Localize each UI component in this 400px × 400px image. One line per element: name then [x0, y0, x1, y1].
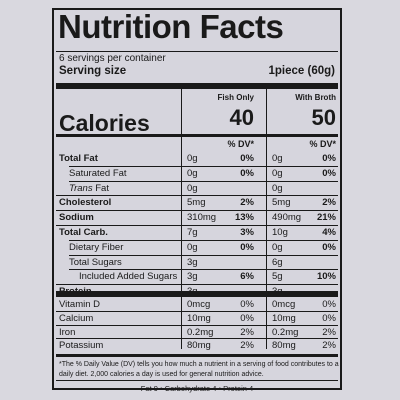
nutrient-row-name: Total Carb.: [59, 227, 108, 238]
vitamin-row-broth-dv: 2%: [322, 326, 336, 338]
nutrient-row-broth-dv: 21%: [316, 212, 336, 224]
nutrient-row-fish-dv: 2%: [240, 197, 254, 209]
nutrient-row-rule: [69, 239, 338, 241]
nutrient-row-broth-dv: 2%: [322, 197, 336, 209]
nutrient-row-broth-amount: 0g: [272, 153, 283, 164]
vitamin-row-rule: [56, 324, 338, 326]
nutrient-row-fish-dv: 0%: [240, 153, 254, 164]
serving-size-value: 1piece (60g): [268, 65, 335, 77]
nutrient-row-name: Trans Fat: [69, 182, 109, 194]
nutrient-row-rule: [56, 225, 338, 226]
nutrition-facts-label: Nutrition Facts 6 servings per container…: [52, 8, 342, 393]
nutrient-row-broth-dv: 0%: [322, 153, 336, 164]
calories-label: Calories: [59, 110, 150, 136]
vitamin-row-fish-amount: 80mg: [187, 340, 211, 352]
vitamin-row-fish-amount: 0mcg: [187, 299, 211, 310]
nutrient-row-fish-dv: 0%: [240, 167, 254, 179]
vitamin-row-name: Iron: [59, 326, 76, 338]
nutrient-row-name: Total Sugars: [69, 256, 122, 268]
nutrient-row-broth-dv: 0%: [322, 167, 336, 179]
nutrient-row-rule: [56, 195, 338, 197]
nutrient-row-broth-dv: 4%: [322, 227, 336, 238]
calories-fish-only: 40: [229, 105, 254, 130]
nutrient-row-broth-dv: 10%: [316, 271, 336, 283]
nutrient-row-broth-amount: 490mg: [272, 212, 302, 224]
vitamin-row-fish-dv: 2%: [240, 326, 254, 338]
vitamin-row-name: Calcium: [59, 312, 94, 324]
column-header-with-broth: With Broth: [295, 93, 336, 102]
dv-header-with-broth: % DV*: [309, 139, 336, 149]
column-header-fish-only: Fish Only: [217, 93, 254, 102]
vitamin-row-name: Potassium: [59, 340, 104, 352]
nutrient-row-fish-dv: 6%: [240, 271, 254, 283]
nutrient-row-name: Included Added Sugars: [79, 271, 178, 283]
vitamin-row-broth-dv: 2%: [322, 340, 336, 352]
nutrient-row-broth-amount: 0g: [272, 182, 283, 194]
nutrient-row-fish-dv: 13%: [234, 212, 254, 224]
nutrient-row-broth-amount: 5mg: [272, 197, 291, 209]
dv-header-fish-only: % DV*: [227, 139, 254, 149]
nutrient-row-fish-amount: 5mg: [187, 197, 206, 209]
nutrient-row-broth-amount: 0g: [272, 241, 283, 253]
nutrient-row-broth-amount: 10g: [272, 227, 288, 238]
servings-per-container: 6 servings per container: [59, 53, 166, 64]
column-divider-left: [181, 89, 182, 349]
title-rule: [56, 51, 338, 52]
footnote-rule: [56, 354, 338, 357]
calories-rule: [56, 134, 338, 137]
nutrient-row-fish-amount: 7g: [187, 227, 198, 238]
nutrient-row-rule: [56, 284, 338, 286]
vitamin-row-broth-dv: 0%: [322, 312, 336, 324]
nutrient-row-name: Total Fat: [59, 153, 98, 164]
nutrient-row-name: Sodium: [59, 212, 94, 224]
nutrient-row-rule: [56, 210, 338, 212]
vitamin-row-broth-amount: 10mg: [272, 312, 296, 324]
nutrient-row-rule: [69, 254, 338, 256]
nutrient-row-name: Saturated Fat: [69, 167, 127, 179]
nutrient-row-fish-amount: 0g: [187, 167, 198, 179]
vitamin-row-broth-dv: 0%: [322, 299, 336, 310]
nutrient-row-fish-amount: 0g: [187, 241, 198, 253]
nutrient-row-fish-amount: 0g: [187, 182, 198, 194]
footer-rule: [56, 380, 338, 381]
label-title: Nutrition Facts: [58, 8, 284, 45]
nutrient-row-fish-dv: 3%: [240, 227, 254, 238]
nutrient-row-broth-amount: 6g: [272, 256, 283, 268]
nutrient-row-name: Cholesterol: [59, 197, 112, 209]
nutrient-row-fish-amount: 3g: [187, 271, 198, 283]
vitamin-row-fish-dv: 0%: [240, 312, 254, 324]
nutrient-row-fish-amount: 310mg: [187, 212, 217, 224]
column-divider-right: [266, 89, 267, 349]
nutrient-row-name-italic: Trans: [69, 182, 93, 194]
nutrient-row-broth-dv: 0%: [322, 241, 336, 253]
nutrient-row-rule: [69, 180, 338, 182]
vitamin-row-rule: [56, 310, 338, 312]
vitamin-row-broth-amount: 0.2mg: [272, 326, 299, 338]
nutrient-row-rule: [69, 165, 338, 167]
serving-size-label: Serving size: [59, 65, 127, 77]
nutrient-row-fish-amount: 0g: [187, 153, 198, 164]
vitamins-thick-rule: [56, 291, 338, 297]
calories-with-broth: 50: [311, 105, 336, 130]
daily-value-footnote: *The % Daily Value (DV) tells you how mu…: [59, 361, 339, 378]
nutrient-row-broth-amount: 5g: [272, 271, 283, 283]
nutrient-row-fish-dv: 0%: [240, 241, 254, 253]
nutrient-row-fish-amount: 3g: [187, 256, 198, 268]
vitamin-row-fish-dv: 0%: [240, 299, 254, 310]
calories-per-gram-footer: Fat 9 • Carbohydrate 4 • Protein 4: [140, 384, 254, 393]
vitamin-row-broth-amount: 80mg: [272, 340, 296, 352]
vitamin-row-fish-amount: 0.2mg: [187, 326, 214, 338]
vitamin-row-broth-amount: 0mcg: [272, 299, 296, 310]
vitamin-row-fish-amount: 10mg: [187, 312, 211, 324]
vitamin-row-fish-dv: 2%: [240, 340, 254, 352]
vitamin-row-rule: [56, 338, 338, 340]
nutrient-row-name: Dietary Fiber: [69, 241, 124, 253]
nutrient-row-rule: [69, 269, 338, 271]
nutrient-row-broth-amount: 0g: [272, 167, 283, 179]
serving-thick-rule: [56, 83, 338, 89]
vitamin-row-name: Vitamin D: [59, 299, 101, 310]
